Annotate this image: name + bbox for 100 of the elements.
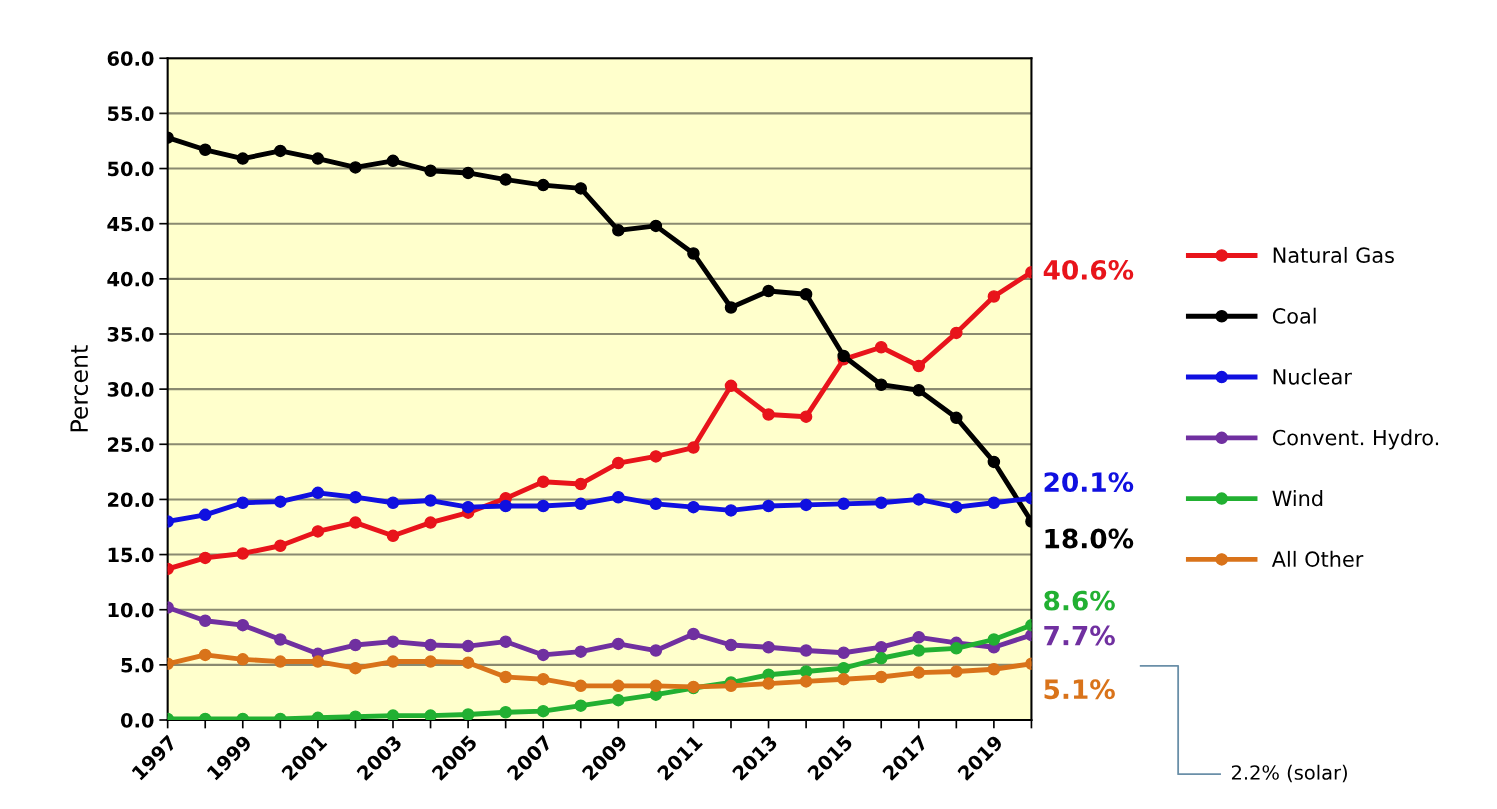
- legend-label: Wind: [1272, 490, 1323, 507]
- point: [950, 500, 963, 514]
- point: [874, 651, 888, 665]
- text: 2.2% (solar): [1231, 764, 1347, 783]
- y-tick-label: 35.0: [107, 326, 154, 342]
- point: [536, 672, 550, 686]
- point: [950, 411, 963, 425]
- point: [762, 677, 775, 690]
- point: [837, 661, 850, 675]
- point: [987, 633, 1001, 646]
- point: [311, 525, 325, 538]
- point: [536, 178, 550, 192]
- point: [461, 500, 475, 514]
- y-tick-label: 0.0: [120, 712, 154, 728]
- point: [950, 642, 963, 655]
- text: 7.7%: [1044, 625, 1115, 646]
- point: [274, 144, 287, 158]
- y-tick-label: 45.0: [107, 216, 154, 232]
- point: [311, 655, 325, 668]
- point: [649, 450, 663, 463]
- point: [424, 655, 437, 668]
- text: 8.6%: [1044, 590, 1115, 611]
- point: [837, 349, 850, 363]
- point: [687, 441, 700, 454]
- point: [912, 359, 926, 373]
- point: [198, 143, 212, 157]
- point: [649, 219, 663, 233]
- point: [461, 166, 475, 180]
- point: [874, 378, 888, 391]
- point: [762, 284, 775, 298]
- y-tick-label: 55.0: [108, 106, 154, 122]
- point: [424, 638, 437, 652]
- point: [424, 164, 437, 177]
- point: [987, 290, 1001, 303]
- y-tick-label: 20.0: [108, 492, 154, 508]
- point: [799, 644, 813, 657]
- point: [799, 288, 813, 301]
- point: [536, 648, 550, 662]
- legend-label: Nuclear: [1273, 368, 1352, 385]
- point: [612, 693, 625, 707]
- point: [874, 670, 888, 684]
- point: [762, 499, 775, 513]
- point: [912, 666, 926, 679]
- point: [912, 644, 926, 657]
- point: [499, 173, 512, 186]
- point: [762, 640, 775, 654]
- point: [536, 475, 550, 489]
- point: [236, 547, 250, 560]
- legend-label: Coal: [1272, 307, 1316, 324]
- point: [912, 383, 926, 397]
- y-tick-label: 15.0: [108, 547, 154, 563]
- point: [198, 648, 212, 662]
- y-tick-label: 10.0: [108, 602, 154, 618]
- point: [950, 326, 963, 340]
- legend-label: All Other: [1271, 550, 1364, 567]
- point: [349, 710, 362, 721]
- point: [274, 655, 287, 668]
- legend-label: Natural Gas: [1273, 246, 1394, 264]
- point: [424, 709, 437, 721]
- point: [724, 638, 738, 652]
- point: [987, 455, 1001, 469]
- point: [499, 706, 512, 719]
- point: [198, 508, 212, 522]
- point: [499, 499, 512, 513]
- point: [499, 670, 512, 684]
- point: [311, 152, 325, 165]
- point: [274, 495, 287, 508]
- point: [349, 661, 362, 675]
- point: [386, 655, 400, 668]
- point: [724, 679, 738, 693]
- point: [687, 627, 700, 641]
- point: [612, 490, 625, 504]
- point: [612, 456, 625, 470]
- point: [574, 699, 588, 712]
- point: [574, 497, 588, 511]
- point: [274, 633, 287, 646]
- point: [799, 410, 813, 423]
- point: [687, 247, 700, 260]
- point: [724, 301, 738, 314]
- point: [874, 496, 888, 509]
- point: [837, 672, 850, 686]
- y-tick-label: 50.0: [108, 161, 154, 177]
- point: [837, 646, 850, 659]
- point: [649, 679, 663, 693]
- point: [536, 499, 550, 513]
- point: [461, 639, 475, 653]
- point: [649, 644, 663, 657]
- text: 20.1%: [1044, 472, 1134, 493]
- text: 40.6%: [1043, 259, 1134, 280]
- point: [236, 653, 250, 666]
- point: [236, 496, 250, 509]
- point: [574, 182, 588, 195]
- y-axis-title: Percent: [70, 345, 89, 432]
- point: [461, 708, 475, 721]
- point: [386, 529, 400, 543]
- point: [649, 497, 663, 511]
- text: 5.1%: [1044, 679, 1115, 700]
- point: [799, 498, 813, 512]
- point: [311, 486, 325, 500]
- point: [987, 496, 1001, 509]
